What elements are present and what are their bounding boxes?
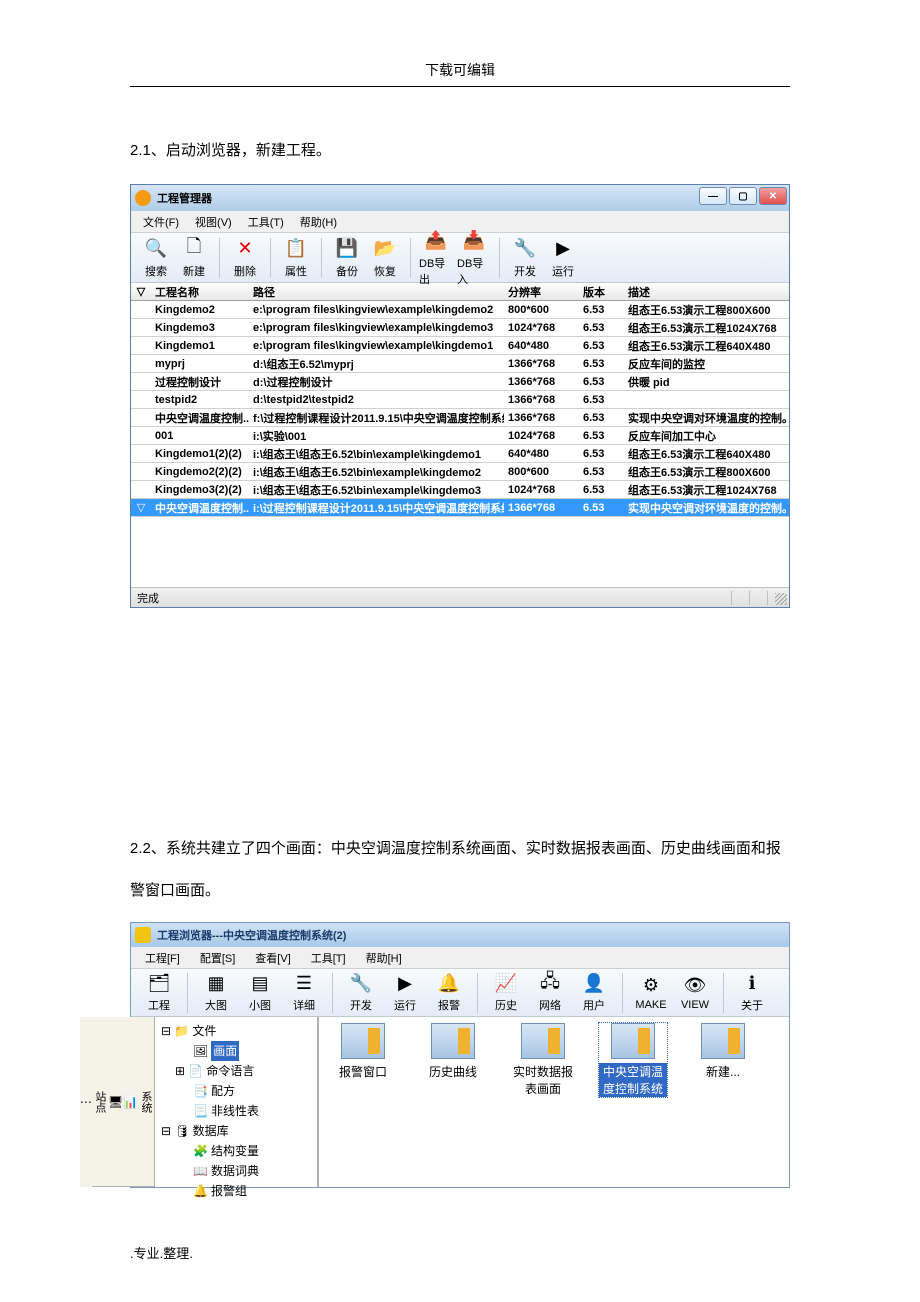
menubar2: 工程[F] 配置[S] 查看[V] 工具[T] 帮助[H] [131,947,789,969]
col-path[interactable]: 路径 [249,284,504,300]
toolbar-develop[interactable]: 🔧开发 [508,237,542,279]
toolbar-run[interactable]: ▶运行 [546,237,580,279]
table-row[interactable]: 001i:\实验\0011024*7686.53反应车间加工中心 [131,427,789,445]
table-row[interactable]: 过程控制设计d:\过程控制设计1366*7686.53供暖 pid [131,373,789,391]
toolbar-dbimport[interactable]: 📥DB导入 [457,229,491,287]
status-text: 完成 [137,590,159,606]
tree-panel: ⊟ 📁 文件 🖼 画面 ⊞ 📄 命令语言 📑 配方 📃 非线性表 ⊟ 🛢 数据库… [155,1017,319,1187]
tb2-detail[interactable]: ☰详细 [282,973,326,1013]
app-icon-2 [135,927,151,943]
menu2-tools[interactable]: 工具[T] [301,948,356,968]
tab-station[interactable]: 站点 [92,1017,108,1187]
menu-view[interactable]: 视图(V) [187,212,240,232]
icon-new[interactable]: 新建... [689,1023,757,1080]
table-row[interactable]: Kingdemo3e:\program files\kingview\examp… [131,319,789,337]
icon-alarmwin[interactable]: 报警窗口 [329,1023,397,1080]
toolbar-restore[interactable]: 📂恢复 [368,237,402,279]
project-grid: ▽ 工程名称 路径 分辨率 版本 描述 Kingdemo2e:\program … [131,283,789,587]
table-row[interactable]: ▽中央空调温度控制...i:\过程控制课程设计2011.9.15\中央空调温度控… [131,499,789,517]
icon-histcurve[interactable]: 历史曲线 [419,1023,487,1080]
col-resolution[interactable]: 分辨率 [504,284,579,300]
tb2-run[interactable]: ▶运行 [383,973,427,1013]
table-row[interactable]: Kingdemo2e:\program files\kingview\examp… [131,301,789,319]
menu2-view[interactable]: 查看[V] [245,948,300,968]
titlebar: 工程管理器 — ▢ ✕ [131,185,789,211]
toolbar-backup[interactable]: 💾备份 [330,237,364,279]
window2-title: 工程浏览器---中央空调温度控制系统(2) [157,927,346,943]
tb2-history[interactable]: 📈历史 [484,973,528,1013]
table-row[interactable]: myprjd:\组态王6.52\myprj1366*7686.53反应车间的监控 [131,355,789,373]
toolbar2: 🗂工程 ▦大图 ▤小图 ☰详细 🔧开发 ▶运行 🔔报警 📈历史 🖧网络 👤用户 … [131,969,789,1017]
menu-tools[interactable]: 工具(T) [240,212,292,232]
section-22: 2.2、系统共建立了四个画面：中央空调温度控制系统画面、实时数据报表画面、历史曲… [130,828,790,912]
page-header: 下载可编辑 [130,60,790,87]
toolbar-delete[interactable]: ✕删除 [228,237,262,279]
tb2-network[interactable]: 🖧网络 [528,973,572,1013]
col-version[interactable]: 版本 [579,284,624,300]
tb2-develop[interactable]: 🔧开发 [339,973,383,1013]
table-row[interactable]: testpid2d:\testpid2\testpid21366*7686.53 [131,391,789,409]
project-manager-window: 工程管理器 — ▢ ✕ 文件(F) 视图(V) 工具(T) 帮助(H) 🔍搜索 … [130,184,790,608]
tb2-project[interactable]: 🗂工程 [137,973,181,1013]
tb2-make[interactable]: ⚙MAKE [629,975,673,1011]
tree-nonlinear[interactable]: 📃 非线性表 [161,1101,311,1121]
tree-screen[interactable]: 🖼 画面 [161,1041,311,1061]
tree-file[interactable]: ⊟ 📁 文件 [161,1021,311,1041]
menu-file[interactable]: 文件(F) [135,212,187,232]
tb2-big[interactable]: ▦大图 [194,973,238,1013]
menu2-config[interactable]: 配置[S] [190,948,245,968]
tree-datadict[interactable]: 📖 数据词典 [161,1161,311,1181]
table-row[interactable]: 中央空调温度控制...f:\过程控制课程设计2011.9.15\中央空调温度控制… [131,409,789,427]
tb2-alarm[interactable]: 🔔报警 [427,973,471,1013]
col-name[interactable]: 工程名称 [151,284,249,300]
resize-grip-icon[interactable] [775,593,787,605]
close-button[interactable]: ✕ [759,187,787,205]
table-row[interactable]: Kingdemo1(2)(2)i:\组态王\组态王6.52\bin\exampl… [131,445,789,463]
tab-var[interactable]: 📊 [123,1017,138,1187]
project-browser-window: 工程浏览器---中央空调温度控制系统(2) 工程[F] 配置[S] 查看[V] … [130,922,790,1188]
titlebar2: 工程浏览器---中央空调温度控制系统(2) [131,923,789,947]
tree-recipe[interactable]: 📑 配方 [161,1081,311,1101]
app-icon [135,190,151,206]
table-row[interactable]: Kingdemo1e:\program files\kingview\examp… [131,337,789,355]
tb2-about[interactable]: ℹ关于 [730,973,774,1013]
icon-rtreport[interactable]: 实时数据报表画面 [509,1023,577,1097]
toolbar-props[interactable]: 📋属性 [279,237,313,279]
icon-area: 报警窗口 历史曲线 实时数据报表画面 中央空调温度控制系统 新建... [319,1017,789,1187]
table-row[interactable]: Kingdemo3(2)(2)i:\组态王\组态王6.52\bin\exampl… [131,481,789,499]
col-description[interactable]: 描述 [624,284,789,300]
tree-structvar[interactable]: 🧩 结构变量 [161,1141,311,1161]
tb2-view[interactable]: 👁VIEW [673,975,717,1011]
tb2-user[interactable]: 👤用户 [572,973,616,1013]
toolbar-dbexport[interactable]: 📤DB导出 [419,229,453,287]
toolbar: 🔍搜索 🗋新建 ✕删除 📋属性 💾备份 📂恢复 📤DB导出 📥DB导入 🔧开发 … [131,233,789,283]
grid-header: ▽ 工程名称 路径 分辨率 版本 描述 [131,283,789,301]
statusbar: 完成 [131,587,789,607]
tab-screen[interactable]: 🖥 [108,1017,123,1187]
tree-alarmgroup[interactable]: 🔔 报警组 [161,1181,311,1201]
tb2-small[interactable]: ▤小图 [238,973,282,1013]
tab-system[interactable]: 系统 [138,1017,154,1187]
minimize-button[interactable]: — [699,187,727,205]
icon-centralac[interactable]: 中央空调温度控制系统 [599,1023,667,1097]
toolbar-search[interactable]: 🔍搜索 [139,237,173,279]
tree-db[interactable]: ⊟ 🛢 数据库 [161,1121,311,1141]
toolbar-new[interactable]: 🗋新建 [177,237,211,279]
menu-help[interactable]: 帮助(H) [292,212,345,232]
page-footer: .专业.整理. [130,1243,193,1262]
tree-cmdlang[interactable]: ⊞ 📄 命令语言 [161,1061,311,1081]
table-row[interactable]: Kingdemo2(2)(2)i:\组态王\组态王6.52\bin\exampl… [131,463,789,481]
maximize-button[interactable]: ▢ [729,187,757,205]
col-flag[interactable]: ▽ [131,285,151,298]
menu2-help[interactable]: 帮助[H] [356,948,412,968]
section-21: 2.1、启动浏览器，新建工程。 [130,137,790,164]
tab-more[interactable]: ⋯ [80,1017,92,1187]
left-tabstrip: 系统 📊 🖥 站点 ⋯ [131,1017,155,1187]
menu2-project[interactable]: 工程[F] [135,948,190,968]
window-title: 工程管理器 [157,190,212,206]
